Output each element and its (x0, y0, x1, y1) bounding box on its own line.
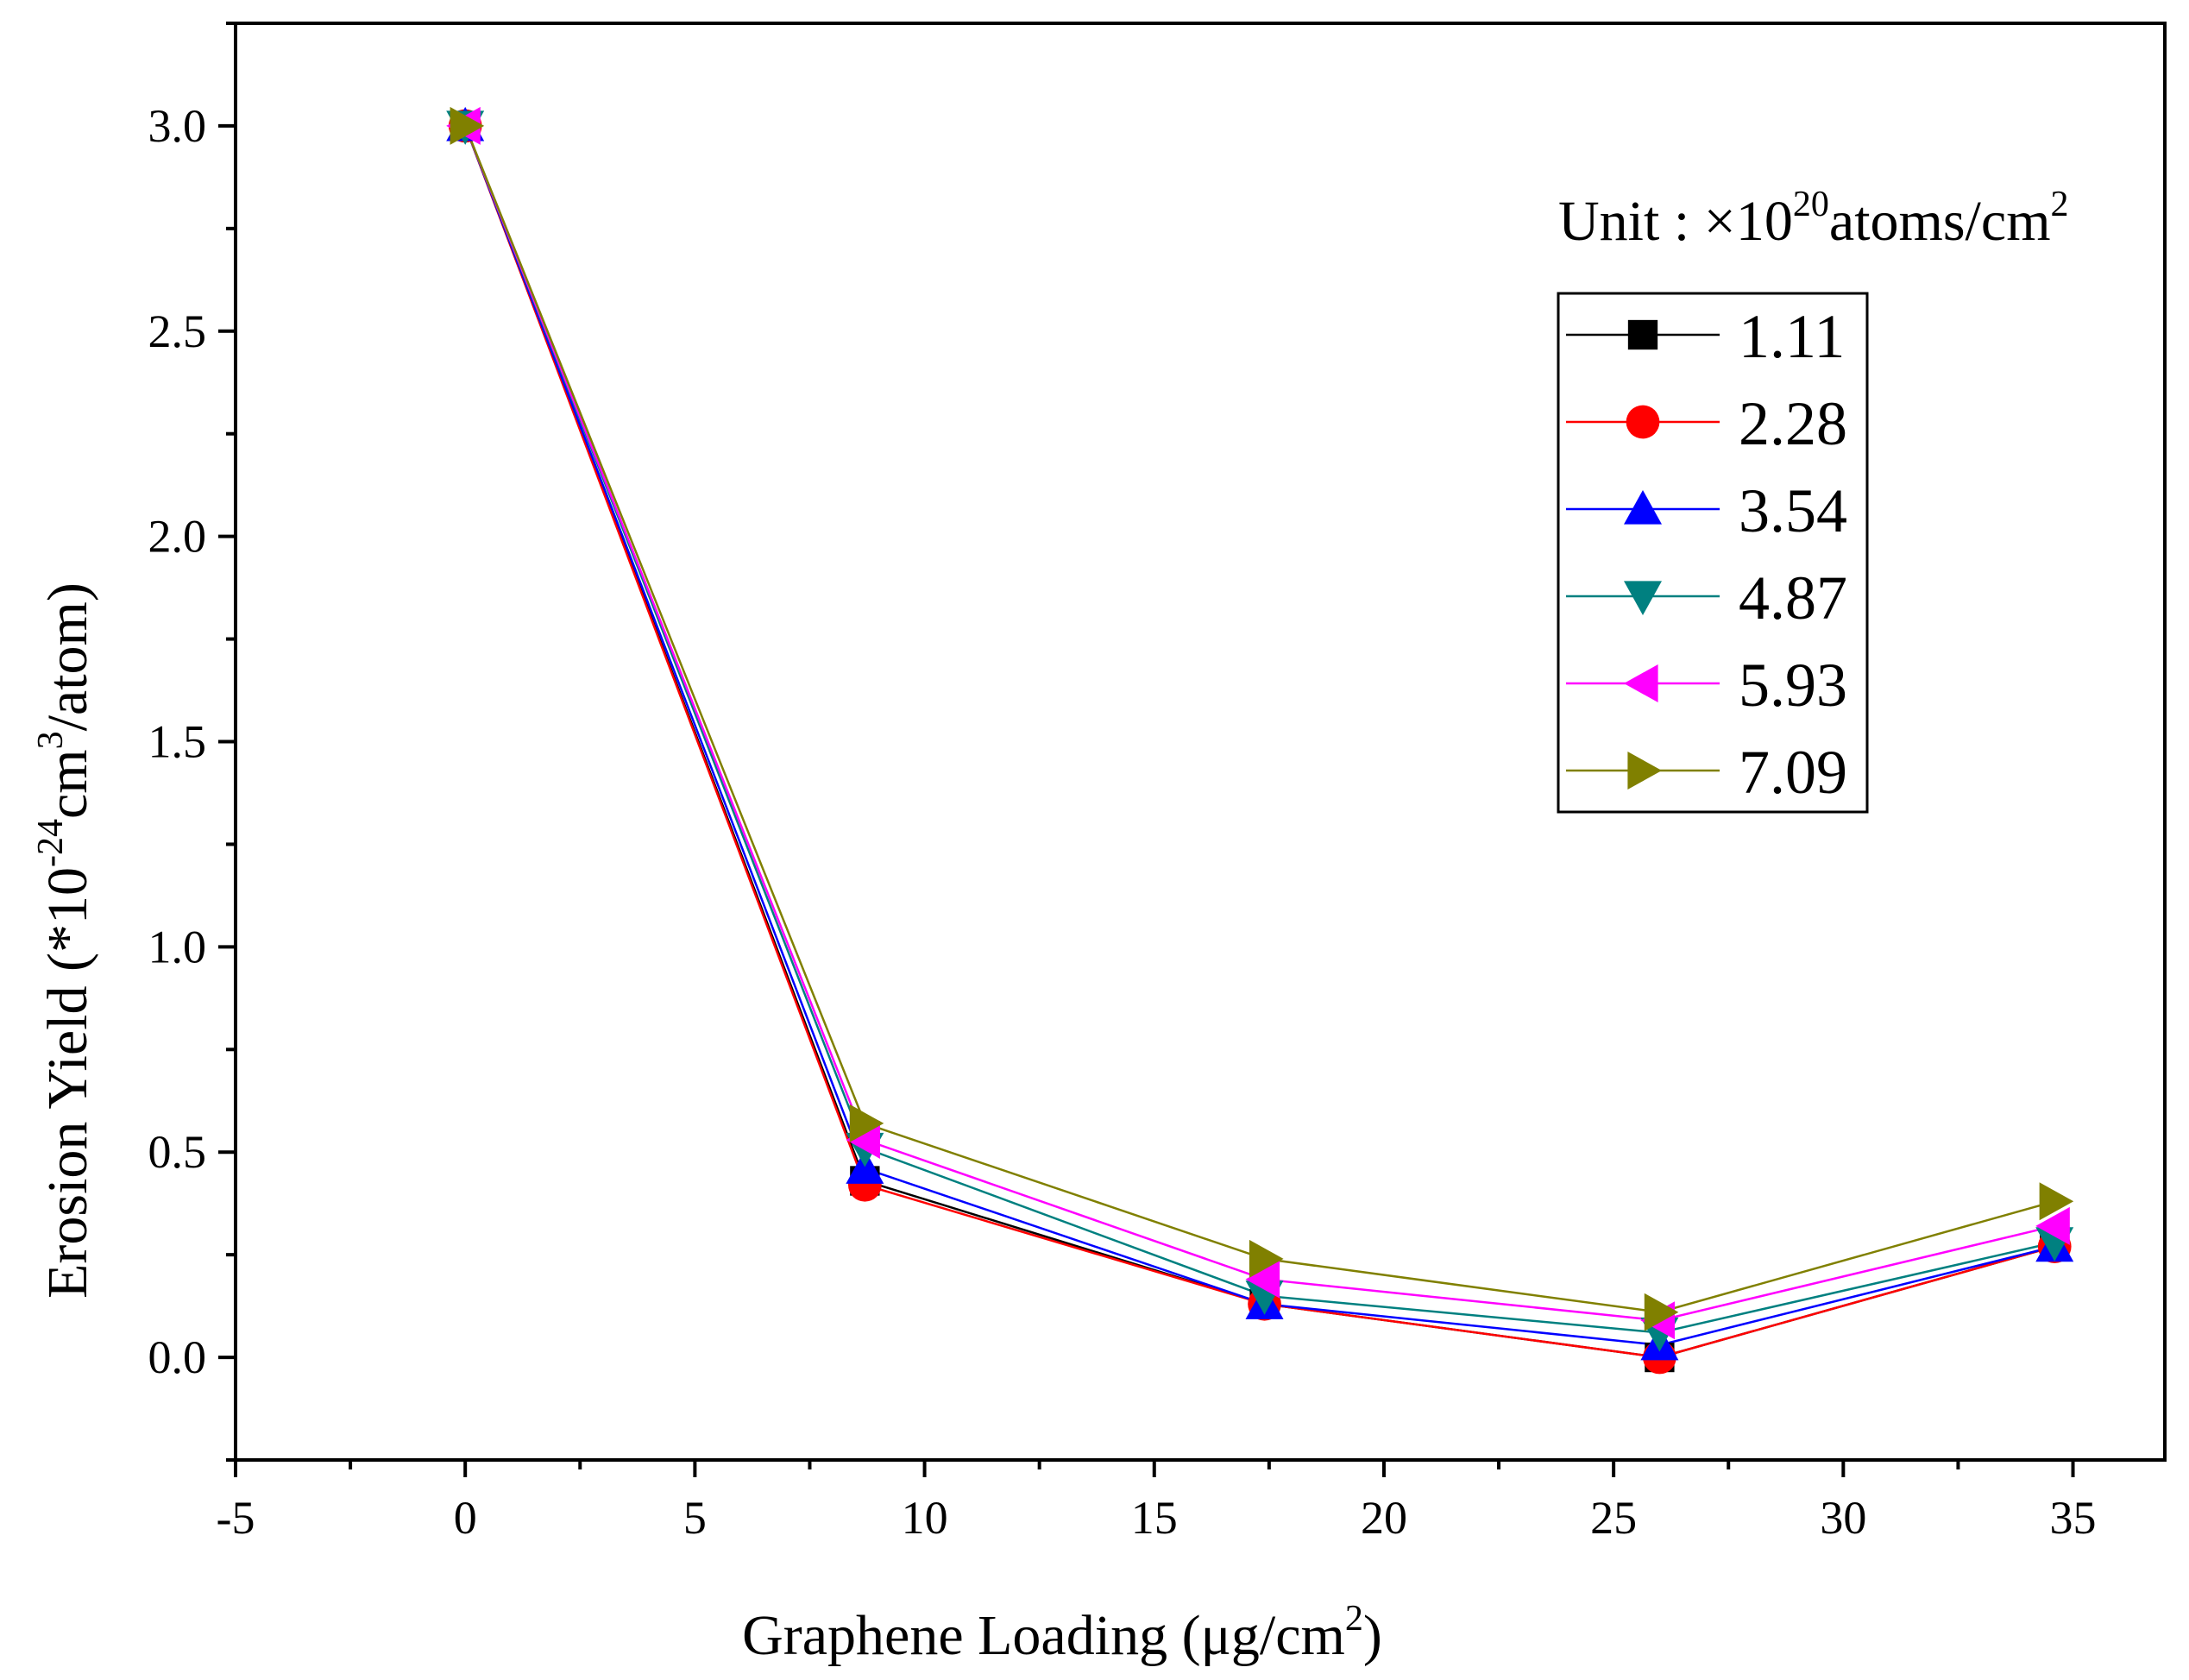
x-tick-label: 35 (2050, 1492, 2097, 1544)
y-tick-label: 1.0 (148, 921, 207, 972)
x-tick-label: 10 (902, 1492, 948, 1544)
data-point-5.93 (846, 1120, 880, 1159)
y-tick-label: 0.5 (148, 1126, 207, 1178)
y-axis-label: Erosion Yield (*10-24cm3/atom) (31, 582, 99, 1299)
x-tick-label: 30 (1820, 1492, 1866, 1544)
data-point-7.09 (450, 106, 485, 145)
data-point-7.09 (1249, 1239, 1284, 1278)
data-point-5.93 (1245, 1260, 1280, 1299)
y-tick-label: 3.0 (148, 100, 207, 152)
legend-label-1.11: 1.11 (1739, 302, 1845, 371)
legend-label-4.87: 4.87 (1739, 563, 1847, 632)
y-tick-label: 2.0 (148, 511, 207, 563)
x-tick-label: 25 (1590, 1492, 1637, 1544)
y-tick-label: 0.0 (148, 1331, 207, 1383)
legend-marker-4.87 (1624, 581, 1662, 615)
x-tick-label: 5 (683, 1492, 707, 1544)
legend-marker-1.11 (1627, 319, 1658, 350)
legend-marker-5.93 (1624, 664, 1658, 702)
legend-label-2.28: 2.28 (1739, 389, 1847, 458)
x-tick-label: 0 (454, 1492, 477, 1544)
x-axis-label: Graphene Loading (μg/cm2) (742, 1599, 1382, 1667)
x-tick-label: 20 (1361, 1492, 1407, 1544)
y-tick-label: 1.5 (148, 716, 207, 768)
x-tick-label: -5 (217, 1492, 255, 1544)
legend-marker-3.54 (1624, 490, 1662, 525)
legend-title: Unit : ×1020atoms/cm2 (1558, 185, 2069, 253)
series-markers (446, 106, 2074, 1375)
data-point-7.09 (849, 1104, 884, 1142)
data-point-7.09 (2039, 1182, 2074, 1221)
legend: 1.11 2.28 3.54 4.87 5.93 7.09 (1557, 292, 1869, 814)
legend-marker-7.09 (1627, 752, 1662, 790)
data-point-5.93 (2035, 1206, 2070, 1245)
y-tick-label: 2.5 (148, 305, 207, 357)
data-point-7.09 (1644, 1293, 1679, 1331)
legend-box (1557, 292, 1869, 814)
x-tick-label: 15 (1131, 1492, 1178, 1544)
x-axis: -5 0 5 10 15 20 25 30 35 (217, 1460, 2097, 1544)
legend-label-3.54: 3.54 (1739, 476, 1847, 545)
legend-label-5.93: 5.93 (1739, 651, 1847, 720)
legend-label-7.09: 7.09 (1739, 738, 1847, 807)
legend-marker-2.28 (1626, 405, 1660, 439)
y-axis: 0.0 0.5 1.0 1.5 2.0 2.5 3.0 (148, 22, 236, 1462)
